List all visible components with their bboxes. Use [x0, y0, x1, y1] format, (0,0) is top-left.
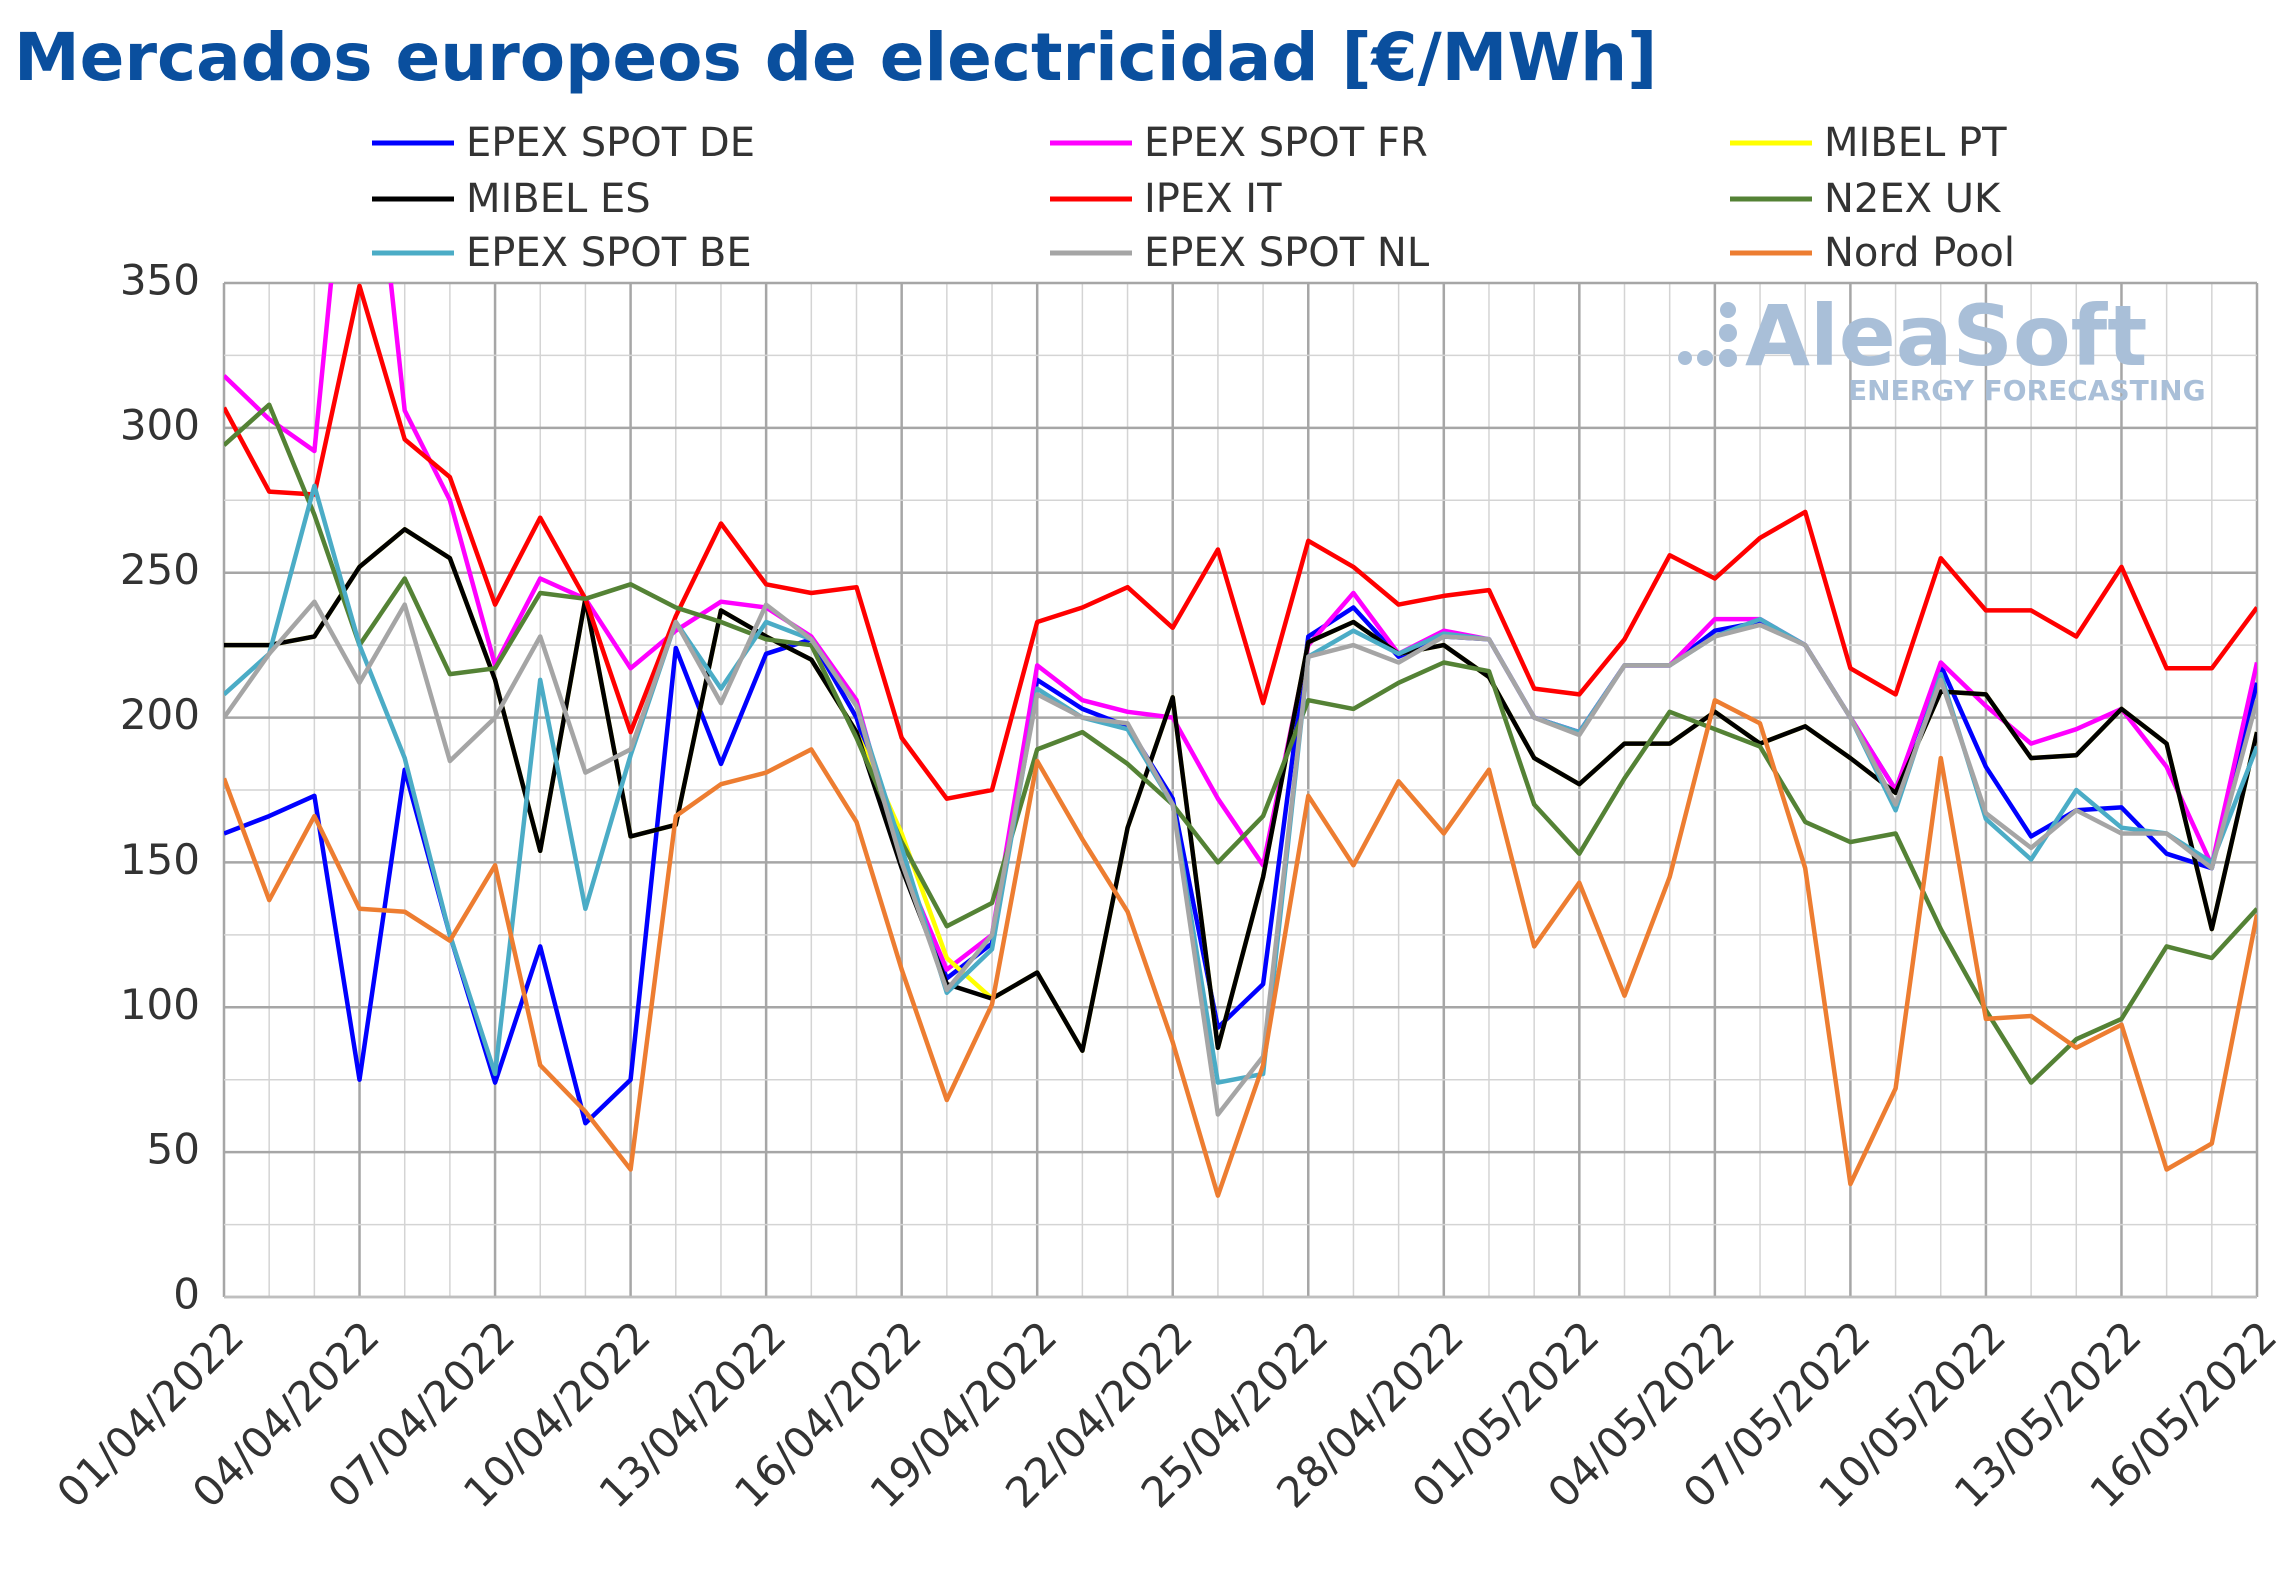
legend-label: Nord Pool	[1824, 230, 2015, 276]
legend-label: MIBEL ES	[466, 176, 651, 222]
y-tick-label: 100	[120, 980, 200, 1029]
series-line	[224, 283, 2257, 972]
watermark-dot	[1719, 349, 1737, 367]
series-line	[224, 283, 2257, 801]
y-tick-label: 300	[120, 400, 200, 449]
watermark-dot	[1720, 302, 1736, 318]
y-tick-label: 350	[120, 256, 200, 305]
legend-label: EPEX SPOT BE	[466, 230, 752, 276]
series-lines	[224, 283, 2257, 1198]
series-line	[224, 402, 2257, 1085]
legend-label: EPEX SPOT FR	[1144, 120, 1428, 166]
y-tick-label: 200	[120, 690, 200, 739]
watermark-dot	[1719, 324, 1737, 342]
y-tick-label: 0	[173, 1270, 200, 1319]
y-tick-label: 250	[120, 545, 200, 594]
legend-label: MIBEL PT	[1824, 120, 2007, 166]
y-tick-label: 150	[120, 835, 200, 884]
watermark-dot	[1678, 351, 1692, 365]
legend-label: N2EX UK	[1824, 176, 2002, 222]
watermark-tagline: ENERGY FORECASTING	[1848, 374, 2206, 407]
legend-label: EPEX SPOT NL	[1144, 230, 1430, 276]
watermark-dot	[1697, 350, 1713, 366]
series-line	[224, 599, 2257, 1117]
series-line	[224, 697, 2257, 1198]
legend-label: EPEX SPOT DE	[466, 120, 755, 166]
watermark-brand: AleaSoft	[1745, 287, 2147, 385]
legend-label: IPEX IT	[1144, 176, 1282, 222]
y-tick-label: 50	[147, 1125, 200, 1174]
watermark: AleaSoft ENERGY FORECASTING	[1678, 287, 2206, 407]
chart-title: Mercados europeos de electricidad [€/MWh…	[14, 19, 1657, 96]
